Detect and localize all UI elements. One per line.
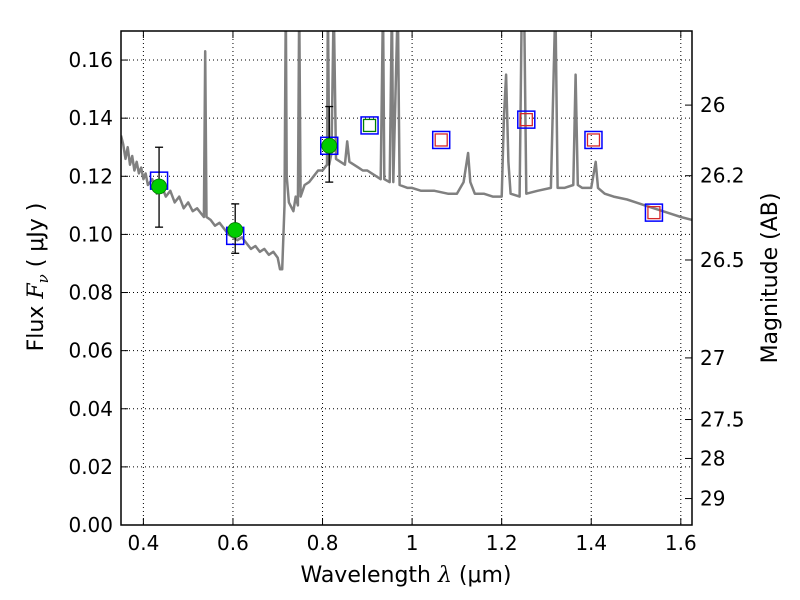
detection-point bbox=[321, 137, 338, 154]
photometry-inner-square bbox=[519, 112, 533, 127]
x-tick-label: 0.8 bbox=[307, 531, 339, 555]
y-tick-label: 0.04 bbox=[68, 397, 113, 421]
y2-tick-label: 29 bbox=[700, 487, 725, 511]
model-square bbox=[517, 110, 536, 129]
y-tick-label: 0.14 bbox=[68, 106, 113, 130]
photometry-inner-square bbox=[362, 118, 377, 133]
plot-frame bbox=[120, 30, 693, 526]
y2-tick-label: 26 bbox=[700, 93, 725, 117]
y-tick-label: 0.12 bbox=[68, 164, 113, 188]
sed-line bbox=[121, 31, 692, 271]
y2-axis-title: Magnitude (AB) bbox=[758, 193, 783, 364]
y2-tick-label: 27 bbox=[700, 346, 725, 370]
ticks: 0.4 0.6 0.8 1 1.2 1.4 1.6 0.00 0.02 0.04 0.06 0.08 0… bbox=[68, 31, 745, 555]
y2-tick-label: 27.5 bbox=[700, 408, 745, 432]
model-square bbox=[431, 130, 451, 150]
y2-tick-label: 26.5 bbox=[700, 248, 745, 272]
plot-area bbox=[121, 31, 692, 271]
x-tick-label: 0.4 bbox=[127, 531, 159, 555]
model-square bbox=[360, 116, 379, 135]
y-tick-label: 0.08 bbox=[68, 281, 113, 305]
y-tick-label: 0.02 bbox=[68, 455, 113, 479]
y-tick-label: 0.16 bbox=[68, 48, 113, 72]
model-square bbox=[584, 130, 603, 150]
y2-tick-label: 28 bbox=[700, 446, 725, 470]
x-tick-label: 0.6 bbox=[217, 531, 249, 555]
y-axis-title: Flux Fν ( μJy ) bbox=[24, 203, 52, 352]
detection-point bbox=[227, 222, 244, 238]
x-tick-label: 1.4 bbox=[575, 531, 607, 555]
x-tick-label: 1.2 bbox=[486, 531, 518, 555]
y-tick-label: 0.00 bbox=[68, 513, 113, 537]
model-square bbox=[644, 203, 664, 222]
y-tick-label: 0.06 bbox=[68, 339, 113, 363]
y-tick-label: 0.10 bbox=[68, 222, 113, 246]
photometry-inner-square bbox=[434, 133, 448, 147]
photometry-inner-square bbox=[586, 133, 601, 147]
x-axis-title: Wavelength λ (μm) bbox=[300, 563, 511, 588]
x-tick-label: 1 bbox=[406, 531, 419, 555]
y2-tick-label: 26.2 bbox=[700, 164, 745, 188]
x-tick-label: 1.6 bbox=[665, 531, 697, 555]
photometry-inner-square bbox=[647, 205, 661, 220]
markers bbox=[149, 105, 664, 254]
detection-point bbox=[151, 178, 167, 195]
